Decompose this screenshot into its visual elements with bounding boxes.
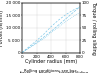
- forces: [29, 47, 30, 48]
- forces: [21, 52, 23, 53]
- Line: forward sliding: forward sliding: [22, 12, 80, 53]
- Line: forces: forces: [22, 7, 80, 53]
- forward sliding: [50, 32, 52, 33]
- forces: [50, 31, 52, 32]
- torque: [65, 14, 66, 15]
- forward sliding: [65, 21, 66, 22]
- forces: [72, 12, 73, 13]
- forward sliding: [79, 12, 81, 13]
- forward sliding: [72, 16, 73, 17]
- torque: [36, 40, 37, 41]
- torque: [79, 6, 81, 7]
- forward sliding: [43, 38, 44, 39]
- torque: [43, 34, 44, 35]
- Legend: forces, torque, forward sliding: forces, torque, forward sliding: [13, 69, 89, 73]
- Y-axis label: Forces (N/mm): Forces (N/mm): [0, 10, 4, 46]
- Text: Rolling conditions: see box: Rolling conditions: see box: [24, 69, 76, 73]
- torque: [72, 10, 73, 11]
- torque: [29, 46, 30, 47]
- torque: [58, 20, 59, 21]
- forward sliding: [58, 27, 59, 28]
- X-axis label: Cylinder radius (mm): Cylinder radius (mm): [25, 59, 77, 64]
- forces: [79, 6, 81, 7]
- forward sliding: [36, 43, 37, 44]
- forward sliding: [21, 52, 23, 53]
- forces: [43, 37, 44, 38]
- Line: torque: torque: [22, 7, 80, 53]
- forward sliding: [29, 48, 30, 49]
- torque: [21, 52, 23, 53]
- forces: [36, 42, 37, 43]
- torque: [50, 26, 52, 27]
- forces: [58, 25, 59, 26]
- Y-axis label: Torque / rolling sliding: Torque / rolling sliding: [91, 1, 96, 55]
